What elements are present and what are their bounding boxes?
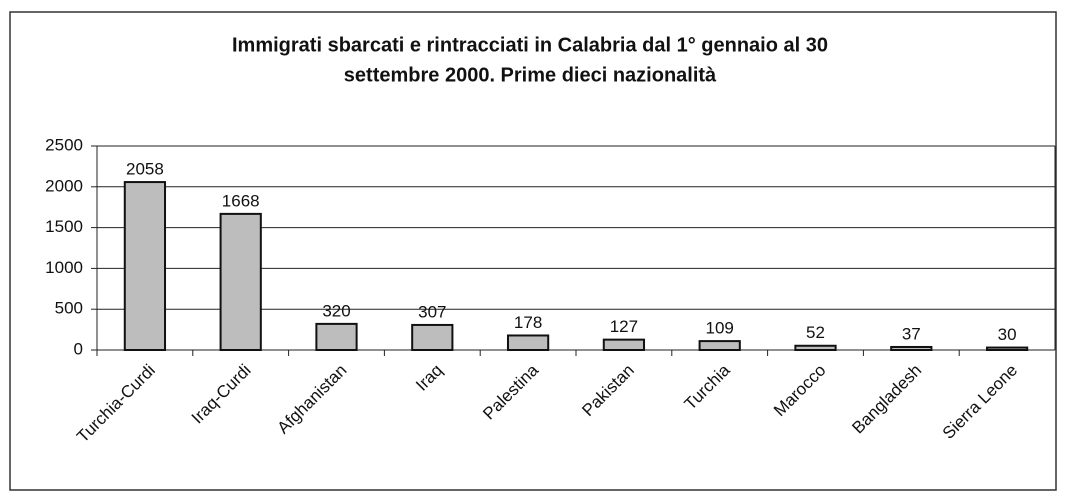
bar	[219, 212, 262, 351]
data-label: 1668	[222, 191, 260, 210]
y-tick-label: 1500	[45, 217, 83, 236]
chart-title: settembre 2000. Prime dieci nazionalità	[344, 64, 717, 86]
bar	[123, 181, 167, 351]
y-tick-label: 0	[74, 339, 83, 358]
y-tick-label: 2500	[45, 135, 83, 154]
bar	[315, 322, 358, 351]
data-label: 30	[998, 325, 1017, 344]
data-label: 307	[418, 302, 446, 321]
bar	[890, 345, 933, 352]
bar	[794, 344, 837, 352]
bar	[602, 338, 646, 352]
chart-border	[9, 11, 1057, 491]
data-label: 320	[322, 301, 350, 320]
data-label: 109	[706, 319, 734, 338]
bar	[698, 340, 741, 351]
data-label: 52	[806, 323, 825, 342]
bar	[411, 323, 454, 351]
data-label: 2058	[126, 160, 164, 179]
y-tick-label: 1000	[45, 258, 83, 277]
y-tick-label: 500	[55, 299, 83, 318]
chart-title: Immigrati sbarcati e rintracciati in Cal…	[232, 34, 828, 56]
y-tick-label: 2000	[45, 176, 83, 195]
data-label: 37	[902, 324, 921, 343]
bar	[506, 334, 550, 351]
data-label: 178	[514, 313, 542, 332]
data-label: 127	[610, 317, 638, 336]
bar	[985, 346, 1029, 352]
